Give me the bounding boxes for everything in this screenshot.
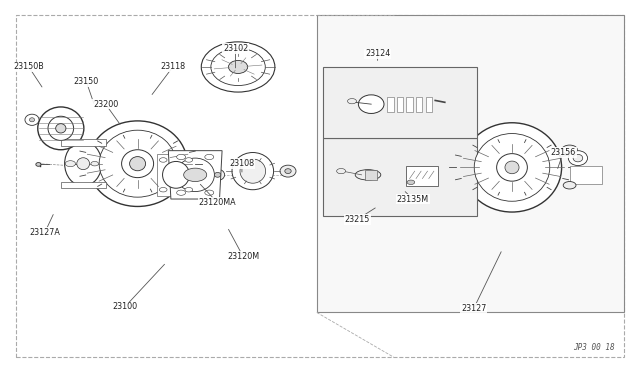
Circle shape	[205, 154, 214, 160]
Ellipse shape	[201, 42, 275, 92]
Ellipse shape	[355, 170, 381, 180]
Ellipse shape	[240, 159, 266, 183]
Bar	[416, 97, 422, 112]
Polygon shape	[168, 151, 222, 199]
Ellipse shape	[77, 158, 90, 170]
Circle shape	[91, 161, 99, 166]
Text: 23215: 23215	[344, 215, 370, 224]
Ellipse shape	[285, 169, 291, 173]
Bar	[570, 166, 602, 184]
Text: 23150: 23150	[74, 77, 99, 86]
Text: 23150B: 23150B	[13, 62, 44, 71]
Bar	[406, 166, 438, 186]
Ellipse shape	[280, 165, 296, 177]
Circle shape	[185, 187, 193, 192]
Bar	[397, 97, 403, 112]
Ellipse shape	[358, 95, 384, 113]
Text: 23200: 23200	[93, 100, 118, 109]
Text: 23108: 23108	[229, 159, 255, 168]
Ellipse shape	[29, 118, 35, 122]
Circle shape	[407, 180, 415, 185]
Ellipse shape	[568, 151, 588, 166]
Ellipse shape	[56, 124, 66, 133]
Circle shape	[185, 158, 193, 162]
Text: 23120M: 23120M	[227, 252, 259, 261]
Bar	[61, 139, 106, 146]
Ellipse shape	[228, 61, 248, 74]
Bar	[323, 138, 477, 216]
Text: 23102: 23102	[223, 44, 248, 53]
Ellipse shape	[99, 130, 176, 197]
Ellipse shape	[232, 153, 274, 190]
Ellipse shape	[211, 48, 265, 86]
Ellipse shape	[474, 134, 550, 201]
Circle shape	[65, 161, 76, 167]
Circle shape	[563, 182, 576, 189]
Ellipse shape	[214, 173, 221, 177]
Text: 23127: 23127	[461, 304, 486, 313]
Circle shape	[177, 154, 186, 160]
Bar	[406, 97, 413, 112]
Bar	[61, 182, 106, 188]
Circle shape	[205, 190, 214, 195]
Ellipse shape	[38, 107, 84, 150]
Ellipse shape	[176, 158, 214, 192]
Bar	[426, 97, 432, 112]
Ellipse shape	[211, 169, 225, 180]
Ellipse shape	[65, 141, 102, 186]
Ellipse shape	[462, 123, 562, 212]
Ellipse shape	[88, 121, 188, 206]
Circle shape	[177, 190, 186, 195]
Bar	[323, 67, 477, 138]
Ellipse shape	[48, 116, 74, 141]
Text: 23135M: 23135M	[397, 195, 429, 203]
Ellipse shape	[129, 157, 146, 171]
Circle shape	[348, 99, 356, 104]
Text: 23100: 23100	[112, 302, 138, 311]
Circle shape	[159, 158, 167, 162]
Ellipse shape	[497, 154, 527, 181]
Ellipse shape	[163, 161, 189, 188]
Circle shape	[184, 168, 207, 182]
Circle shape	[562, 145, 577, 154]
Circle shape	[337, 169, 346, 174]
Ellipse shape	[122, 150, 154, 177]
Text: 23156: 23156	[550, 148, 576, 157]
Text: JP3 00 18: JP3 00 18	[573, 343, 614, 352]
Bar	[387, 97, 394, 112]
Text: 23118: 23118	[160, 62, 186, 71]
Bar	[317, 15, 624, 312]
Text: 23127A: 23127A	[29, 228, 60, 237]
Ellipse shape	[36, 163, 41, 166]
Bar	[365, 170, 377, 180]
Ellipse shape	[505, 161, 519, 174]
Ellipse shape	[25, 114, 39, 125]
Ellipse shape	[573, 154, 583, 162]
Circle shape	[159, 187, 167, 192]
Text: 23124: 23124	[365, 49, 390, 58]
Bar	[157, 154, 195, 196]
Text: 23120MA: 23120MA	[199, 198, 236, 207]
